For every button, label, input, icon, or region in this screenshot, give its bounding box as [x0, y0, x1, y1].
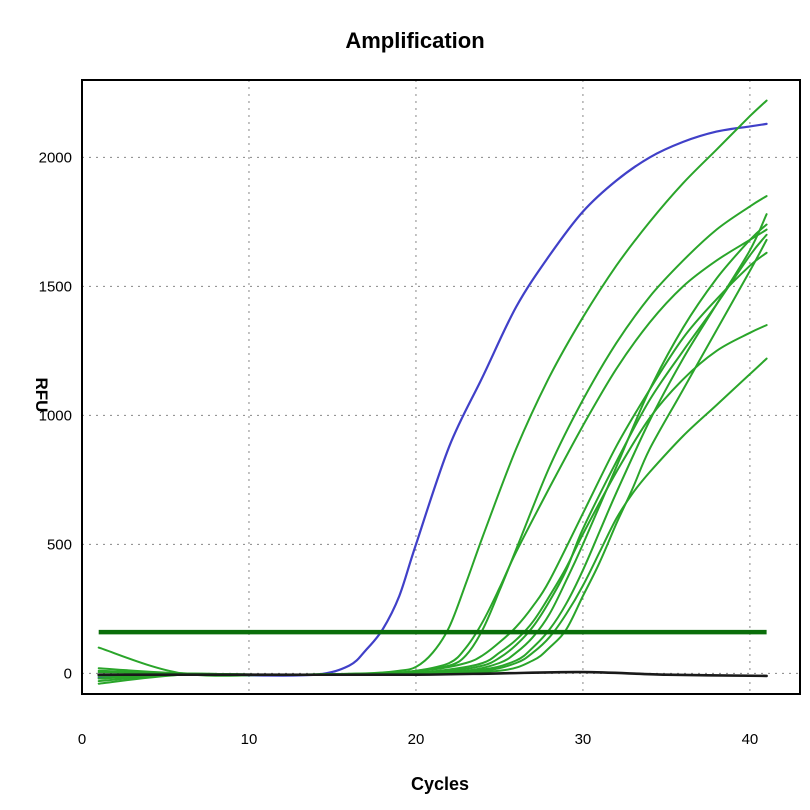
amplification-curve-green	[97, 357, 768, 677]
amplification-curve-green	[97, 223, 768, 676]
x-tick-label: 30	[575, 731, 592, 748]
amplification-curve-green	[97, 213, 768, 685]
chart-title: Amplification	[345, 28, 484, 53]
amplification-curve-green	[97, 195, 768, 683]
amplification-curve-green	[97, 233, 768, 677]
x-tick-label: 0	[78, 731, 86, 748]
y-axis-label: RFU	[32, 378, 51, 413]
y-tick-label: 2000	[39, 149, 72, 166]
y-tick-label: 1500	[39, 278, 72, 295]
y-tick-label: 1000	[39, 407, 72, 424]
x-tick-label: 10	[241, 731, 258, 748]
series-layer	[97, 99, 768, 685]
y-tick-label: 500	[47, 536, 72, 553]
x-tick-label: 20	[408, 731, 425, 748]
grid	[82, 80, 800, 694]
amplification-curve-blue	[97, 122, 768, 679]
amplification-curve-green	[97, 324, 768, 677]
x-axis-label: Cycles	[411, 774, 469, 794]
plot-frame	[81, 79, 801, 695]
y-tick-label: 0	[64, 665, 72, 682]
x-tick-label: 40	[742, 731, 759, 748]
amplification-curve-green	[97, 251, 768, 680]
baseline-curve	[97, 670, 768, 678]
tick-labels: 0 10 20 30 40 0 500 1000 1500 2000	[39, 149, 759, 748]
amplification-curve-green	[97, 238, 768, 680]
